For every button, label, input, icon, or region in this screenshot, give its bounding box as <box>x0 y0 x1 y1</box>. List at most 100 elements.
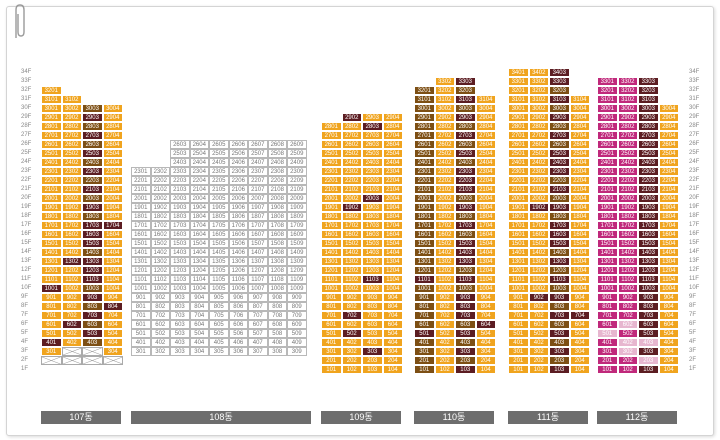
unit-cell: 703 <box>549 311 570 320</box>
unit-cell: 3001 <box>41 104 62 113</box>
unit-cell: 504 <box>658 329 679 338</box>
unit-cell: 2504 <box>569 149 590 158</box>
unit-cell: 1702 <box>61 221 82 230</box>
unit-cell: 2103 <box>82 185 103 194</box>
unit-cell: 202 <box>617 356 638 365</box>
floor-label-left: 26F <box>21 141 32 147</box>
unit-cell: 2407 <box>248 158 268 167</box>
unit-cell: 2901 <box>41 113 62 122</box>
unit-cell: 2004 <box>658 194 679 203</box>
unit-cell: 2003 <box>362 194 383 203</box>
unit-cell: 2003 <box>638 194 659 203</box>
unit-cell: 2203 <box>82 176 103 185</box>
unit-cell: 2401 <box>508 158 529 167</box>
unit-cell: 1502 <box>434 239 455 248</box>
unit-cell: 1804 <box>569 212 590 221</box>
unit-cell: 2702 <box>528 131 549 140</box>
unit-cell: 2408 <box>267 158 287 167</box>
unit-cell: 3202 <box>528 86 549 95</box>
unit-cell: 1501 <box>321 239 342 248</box>
unit-cell: 2004 <box>475 194 496 203</box>
floor-label-right: 28F <box>689 123 700 129</box>
unit-cell: 601 <box>321 320 342 329</box>
unit-cell: 2703 <box>82 131 103 140</box>
unit-cell: 2403 <box>455 158 476 167</box>
unit-cell: 2104 <box>475 185 496 194</box>
unit-cell: 2803 <box>638 122 659 131</box>
unit-cell: 1203 <box>455 266 476 275</box>
unit-cell: 902 <box>61 293 82 302</box>
unit-cell: 802 <box>528 302 549 311</box>
unit-cell: 104 <box>569 365 590 374</box>
floor-label-right: 9F <box>689 294 697 300</box>
unit-cell: 1005 <box>209 284 229 293</box>
unit-cell: 1209 <box>287 266 307 275</box>
unit-cell: 1903 <box>170 203 190 212</box>
unit-cell: 3104 <box>475 95 496 104</box>
unit-cell: 3201 <box>597 86 618 95</box>
unit-cell: 3004 <box>475 104 496 113</box>
unit-cell: 1404 <box>569 248 590 257</box>
unit-cell: 1402 <box>61 248 82 257</box>
unit-cell: 2704 <box>475 131 496 140</box>
unit-cell: 1502 <box>341 239 362 248</box>
unit-cell: 902 <box>150 293 170 302</box>
unit-cell: 1801 <box>597 212 618 221</box>
unit-cell: 1808 <box>267 212 287 221</box>
floor-label-right: 22F <box>689 177 700 183</box>
unit-cell: 503 <box>170 329 190 338</box>
unit-cell: 1702 <box>617 221 638 230</box>
unit-cell: 1508 <box>267 239 287 248</box>
unit-cell: 2204 <box>102 176 123 185</box>
unit-cell: 301 <box>597 347 618 356</box>
unit-cell: 2002 <box>434 194 455 203</box>
unit-cell <box>61 356 82 365</box>
unit-cell: 1307 <box>248 257 268 266</box>
unit-cell: 1409 <box>287 248 307 257</box>
unit-cell: 2209 <box>287 176 307 185</box>
unit-cell: 1303 <box>638 257 659 266</box>
unit-cell: 803 <box>170 302 190 311</box>
unit-cell: 301 <box>321 347 342 356</box>
unit-cell: 902 <box>341 293 362 302</box>
unit-cell: 101 <box>321 365 342 374</box>
unit-cell <box>61 347 82 356</box>
unit-cell: 1603 <box>362 230 383 239</box>
unit-cell: 2301 <box>41 167 62 176</box>
unit-cell: 2005 <box>209 194 229 203</box>
unit-cell: 1302 <box>61 257 82 266</box>
unit-cell: 1104 <box>475 275 496 284</box>
unit-cell: 1302 <box>150 257 170 266</box>
unit-cell: 3202 <box>617 86 638 95</box>
unit-cell: 2304 <box>102 167 123 176</box>
unit-cell: 2401 <box>414 158 435 167</box>
unit-cell: 2403 <box>170 158 190 167</box>
unit-cell: 3103 <box>638 95 659 104</box>
unit-cell: 1304 <box>382 257 403 266</box>
unit-cell: 2601 <box>414 140 435 149</box>
unit-cell: 2006 <box>228 194 248 203</box>
unit-cell: 1401 <box>508 248 529 257</box>
unit-cell: 2506 <box>228 149 248 158</box>
unit-cell: 702 <box>434 311 455 320</box>
unit-cell: 1803 <box>82 212 103 221</box>
unit-cell: 2803 <box>82 122 103 131</box>
unit-cell: 202 <box>528 356 549 365</box>
unit-cell: 603 <box>362 320 383 329</box>
unit-cell: 1404 <box>189 248 209 257</box>
unit-cell: 1201 <box>41 266 62 275</box>
unit-cell: 2804 <box>475 122 496 131</box>
unit-cell: 2802 <box>617 122 638 131</box>
unit-cell: 2802 <box>341 122 362 131</box>
unit-cell: 1503 <box>362 239 383 248</box>
unit-cell: 3001 <box>597 104 618 113</box>
unit-cell: 2102 <box>528 185 549 194</box>
unit-cell: 905 <box>209 293 229 302</box>
unit-cell: 403 <box>362 338 383 347</box>
unit-cell: 2106 <box>228 185 248 194</box>
unit-cell: 1302 <box>434 257 455 266</box>
unit-cell: 203 <box>455 356 476 365</box>
unit-cell: 2602 <box>617 140 638 149</box>
floor-label-left: 31F <box>21 96 32 102</box>
unit-cell: 1704 <box>102 221 123 230</box>
